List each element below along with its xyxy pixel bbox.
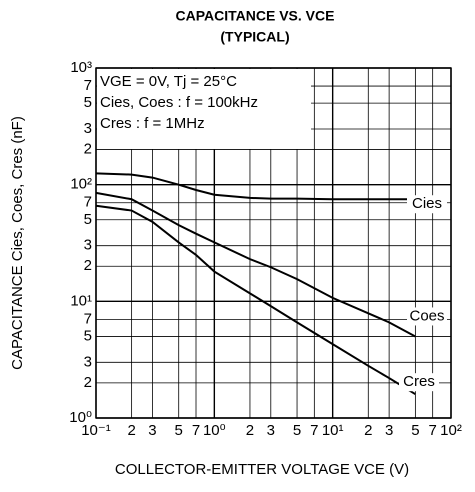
series-line xyxy=(95,191,416,338)
y-axis-label: CAPACITANCE Cies, Coes, Cres (nF) xyxy=(9,116,26,370)
y-tick-label: 2 xyxy=(84,141,92,158)
x-tick-label: 10⁰ xyxy=(203,422,226,439)
x-tick-label: 10¹ xyxy=(322,422,344,439)
x-tick-label: 5 xyxy=(175,422,183,439)
x-tick-label: 5 xyxy=(411,422,419,439)
x-tick-label: 7 xyxy=(192,422,200,439)
y-tick-label: 10¹ xyxy=(70,292,92,309)
y-tick-label: 5 xyxy=(84,327,92,344)
x-tick-label: 2 xyxy=(127,422,135,439)
y-tick-label: 3 xyxy=(84,120,92,137)
series-line xyxy=(95,204,416,396)
x-tick-label: 5 xyxy=(293,422,301,439)
x-tick-label: 3 xyxy=(148,422,156,439)
series-line xyxy=(95,172,416,201)
series-label: Cres xyxy=(403,373,435,390)
chart-subtitle: (TYPICAL) xyxy=(220,29,289,45)
series-label-bg xyxy=(399,373,439,392)
y-tick-label: 3 xyxy=(84,353,92,370)
y-tick-label: 7 xyxy=(84,77,92,94)
y-tick-label: 7 xyxy=(84,194,92,211)
plot-frame xyxy=(95,67,452,419)
series-label-bg xyxy=(407,195,447,214)
y-tick-label: 10² xyxy=(70,176,92,193)
y-tick-label: 3 xyxy=(84,237,92,254)
y-tick-label: 5 xyxy=(84,94,92,111)
annotation: Cres : f = 1MHz xyxy=(100,115,205,132)
x-tick-label: 7 xyxy=(428,422,436,439)
x-tick-label: 10⁻¹ xyxy=(81,422,111,439)
y-tick-label: 7 xyxy=(84,310,92,327)
annotation-box xyxy=(97,69,311,149)
y-tick-label: 5 xyxy=(84,211,92,228)
y-tick-label: 2 xyxy=(84,374,92,391)
x-axis-label: COLLECTOR-EMITTER VOLTAGE VCE (V) xyxy=(115,461,409,478)
annotation: Cies, Coes : f = 100kHz xyxy=(100,94,258,111)
x-tick-label: 7 xyxy=(310,422,318,439)
y-tick-label: 2 xyxy=(84,257,92,274)
x-tick-label: 3 xyxy=(267,422,275,439)
series-label-bg xyxy=(407,307,447,326)
annotation: VGE = 0V, Tj = 25°C xyxy=(100,73,237,90)
x-tick-label: 3 xyxy=(385,422,393,439)
x-tick-label: 10² xyxy=(440,422,462,439)
y-tick-label: 10⁰ xyxy=(69,409,92,426)
series-label: Cies xyxy=(412,195,442,212)
series-label: Coes xyxy=(409,307,444,324)
y-tick-label: 10³ xyxy=(70,59,92,76)
chart-title: CAPACITANCE VS. VCE xyxy=(176,8,335,24)
x-tick-label: 2 xyxy=(246,422,254,439)
x-tick-label: 2 xyxy=(364,422,372,439)
